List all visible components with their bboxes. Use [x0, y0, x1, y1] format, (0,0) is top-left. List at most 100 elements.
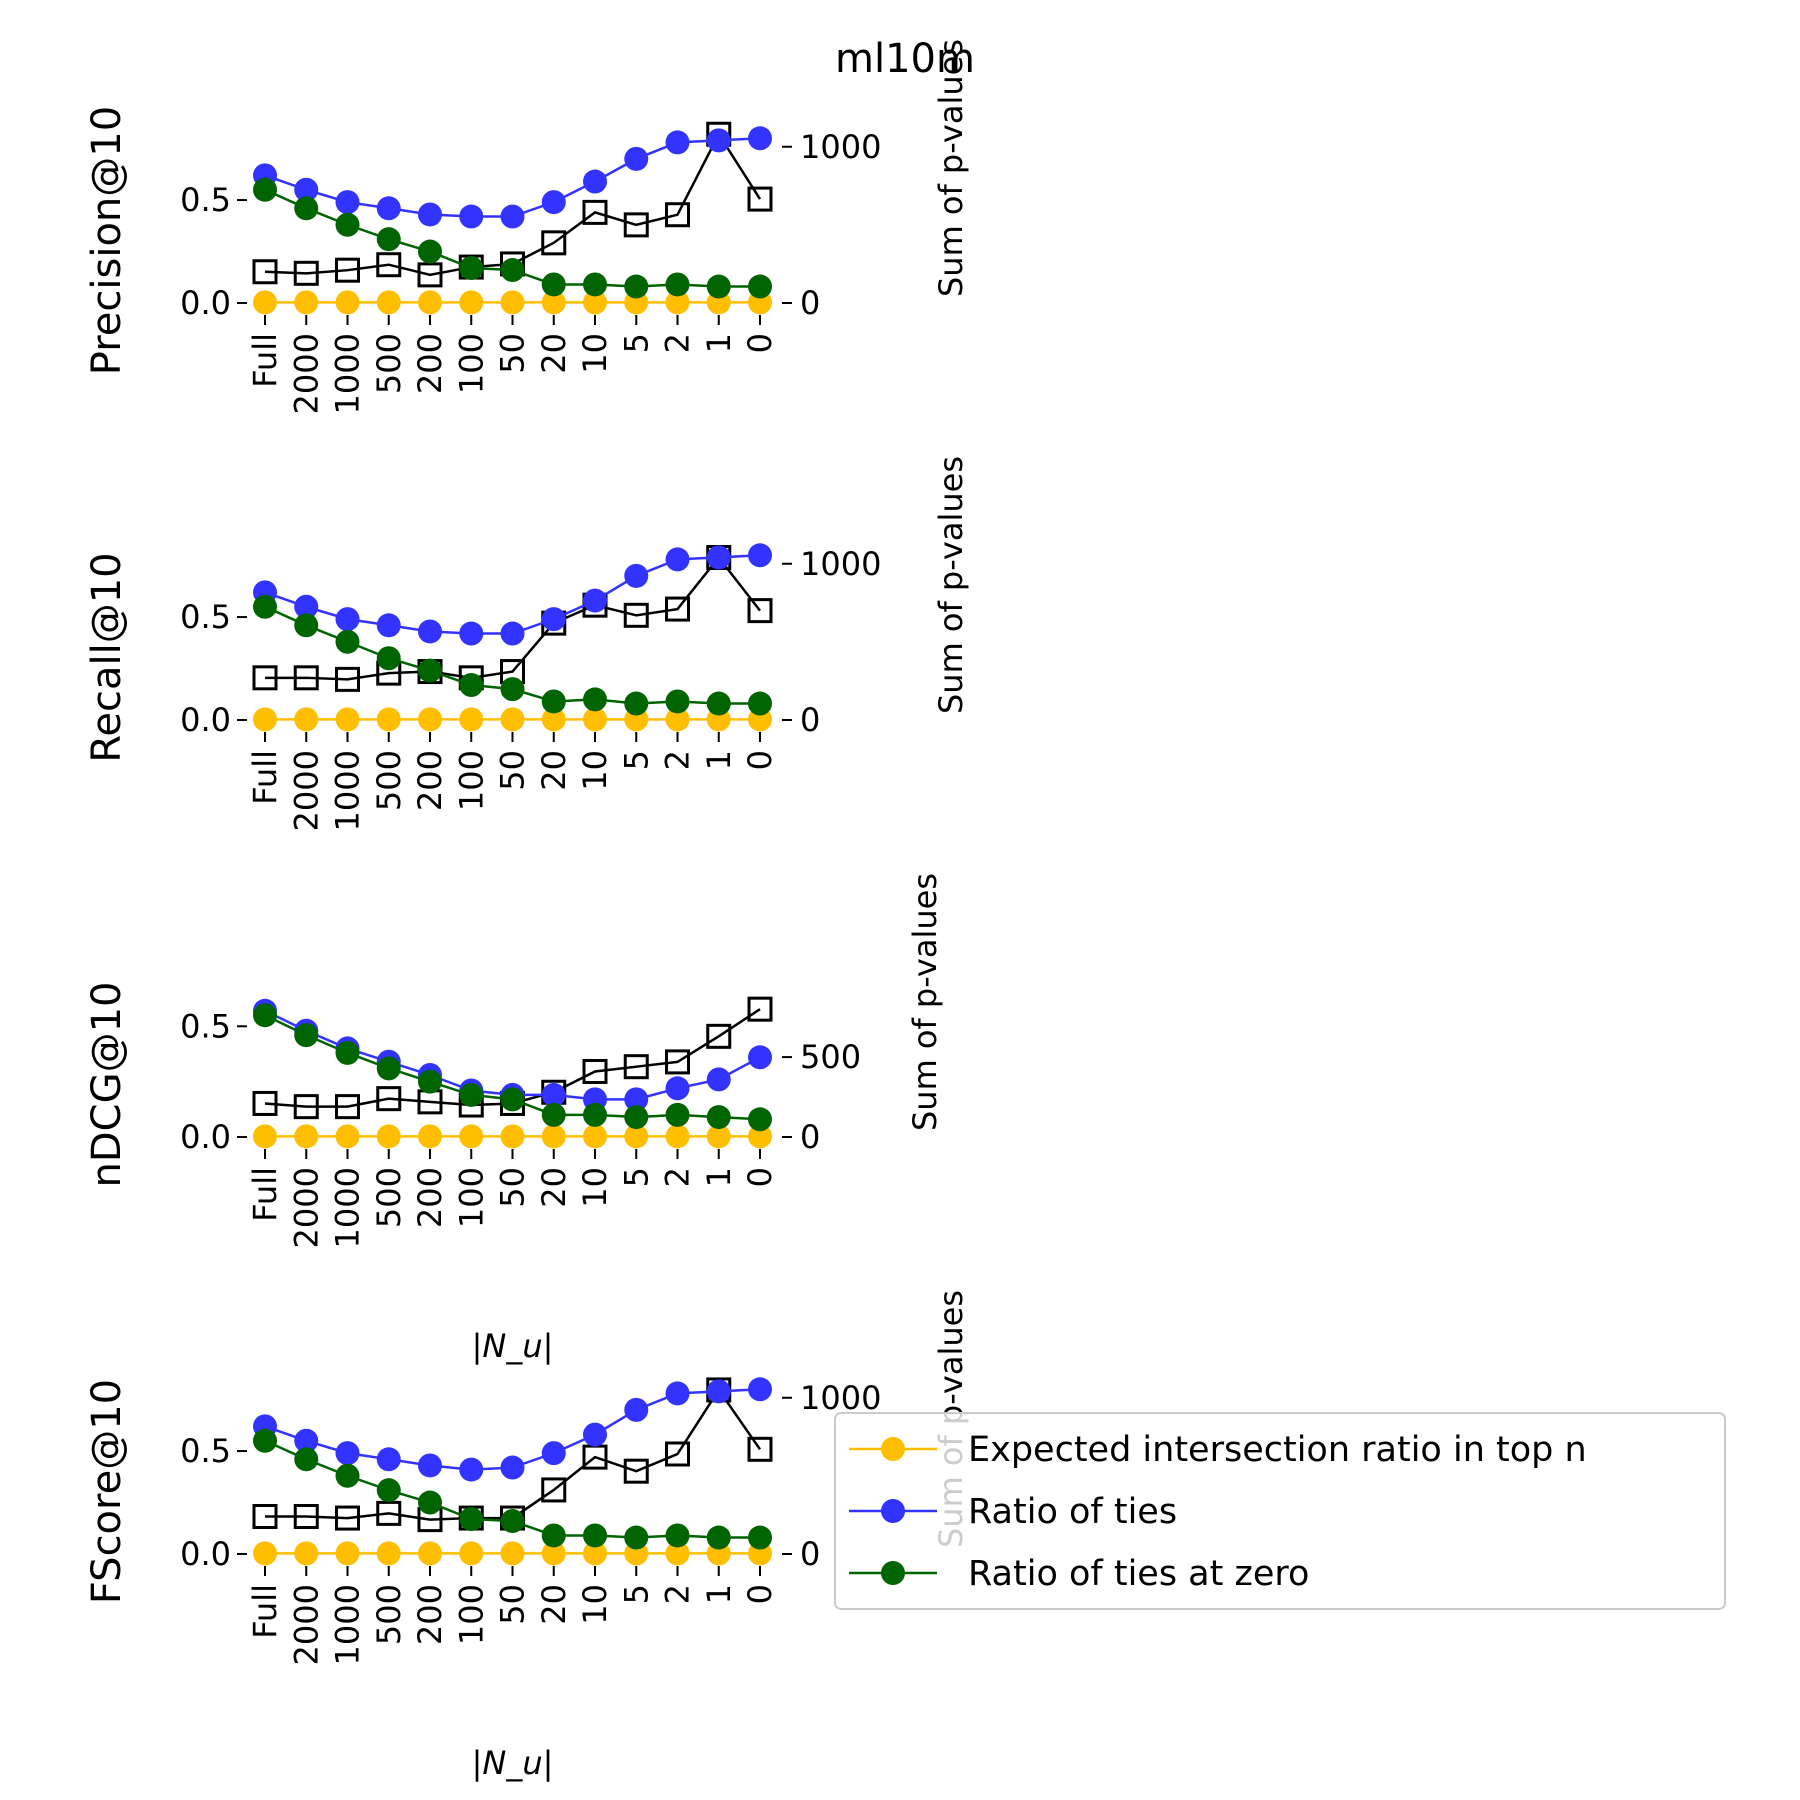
series-point-ratio-of-ties [294, 594, 319, 619]
left-y-axis-label: Precision@10 [84, 106, 130, 375]
pvalue-square-marker [582, 199, 608, 225]
pvalue-square-marker [747, 186, 773, 212]
series-point-ratio-of-ties-at-zero [665, 272, 690, 297]
pvalue-square-marker [335, 257, 360, 283]
series-point-expected-intersection-ratio-in-top-n [294, 1124, 319, 1149]
x-tick-label: 10 [576, 750, 614, 791]
series-point-expected-intersection-ratio-in-top-n [376, 1541, 401, 1566]
series-point-expected-intersection-ratio-in-top-n [418, 707, 442, 732]
left-y-tick-label: 0.0 [180, 284, 231, 322]
series-point-expected-intersection-ratio-in-top-n [253, 290, 277, 315]
legend-label: Expected intersection ratio in top n [968, 1430, 1587, 1470]
x-tick-label: 0 [741, 1167, 779, 1187]
series-point-expected-intersection-ratio-in-top-n [665, 290, 690, 315]
series-point-expected-intersection-ratio-in-top-n [706, 1124, 731, 1149]
series-point-expected-intersection-ratio-in-top-n [294, 707, 319, 732]
pvalue-square-marker [623, 212, 649, 238]
left-y-axis-label: nDCG@10 [84, 982, 130, 1188]
series-point-expected-intersection-ratio-in-top-n [418, 1541, 442, 1566]
series-point-ratio-of-ties [748, 1045, 772, 1070]
x-tick-label: 2 [659, 1167, 697, 1187]
series-point-expected-intersection-ratio-in-top-n [459, 1124, 484, 1149]
series-point-ratio-of-ties-at-zero [376, 646, 401, 671]
right-y-tick-label: 1000 [800, 128, 881, 166]
series-point-ratio-of-ties-at-zero [253, 1003, 277, 1028]
right-y-tick-label: 1000 [800, 1379, 881, 1417]
series-point-expected-intersection-ratio-in-top-n [335, 290, 360, 315]
series-point-ratio-of-ties-at-zero [748, 1107, 772, 1132]
right-y-tick-label: 0 [800, 1535, 820, 1573]
x-tick-label: 5 [617, 333, 655, 353]
pvalue-square-marker [293, 1094, 319, 1120]
x-tick-label: 500 [370, 750, 408, 811]
pvalue-square-marker [335, 1094, 360, 1120]
series-point-ratio-of-ties-at-zero [253, 594, 277, 619]
series-point-ratio-of-ties-at-zero [541, 1102, 566, 1127]
series-point-ratio-of-ties-at-zero [500, 1509, 525, 1534]
x-tick-label: 5 [617, 1584, 655, 1604]
series-point-expected-intersection-ratio-in-top-n [335, 1541, 360, 1566]
pvalue-square-marker [252, 1504, 278, 1529]
series-point-expected-intersection-ratio-in-top-n [294, 1541, 319, 1566]
x-tick-label: 500 [370, 1584, 408, 1645]
pvalue-square-marker [335, 666, 360, 692]
pvalue-square-marker [747, 996, 773, 1022]
series-point-ratio-of-ties-at-zero [459, 1507, 484, 1531]
series-point-ratio-of-ties-at-zero [418, 658, 442, 683]
series-point-ratio-of-ties-at-zero [665, 1523, 690, 1548]
series-point-expected-intersection-ratio-in-top-n [253, 1541, 277, 1566]
series-point-ratio-of-ties [500, 1455, 525, 1480]
series-point-expected-intersection-ratio-in-top-n [500, 707, 525, 732]
series-point-ratio-of-ties-at-zero [418, 239, 442, 264]
chart-title: ml10m [835, 36, 975, 82]
series-point-ratio-of-ties-at-zero [706, 274, 731, 299]
series-point-ratio-of-ties-at-zero [459, 256, 484, 280]
series-point-expected-intersection-ratio-in-top-n [376, 1124, 401, 1149]
right-y-axis-label: Sum of p-values [906, 873, 944, 1131]
x-tick-label: 2000 [287, 750, 325, 831]
x-tick-label: 1 [700, 750, 738, 770]
x-tick-label: 2000 [287, 1584, 325, 1665]
series-point-ratio-of-ties-at-zero [624, 1525, 649, 1550]
series-point-ratio-of-ties [706, 1379, 731, 1404]
series-point-expected-intersection-ratio-in-top-n [459, 707, 484, 732]
pvalue-square-marker [376, 1500, 402, 1526]
series-point-expected-intersection-ratio-in-top-n [541, 707, 566, 732]
right-y-tick-label: 500 [800, 1038, 861, 1076]
pvalue-square-marker [541, 230, 567, 256]
right-y-tick-label: 0 [800, 284, 820, 322]
x-tick-label: 200 [411, 333, 449, 394]
series-point-expected-intersection-ratio-in-top-n [253, 1124, 277, 1149]
x-tick-label: Full [246, 1167, 284, 1222]
series-point-ratio-of-ties-at-zero [706, 1525, 731, 1550]
series-point-ratio-of-ties-at-zero [624, 274, 649, 299]
series-point-ratio-of-ties [583, 588, 607, 613]
x-tick-label: 200 [411, 1584, 449, 1645]
series-point-ratio-of-ties-at-zero [253, 1428, 277, 1453]
series-point-ratio-of-ties-at-zero [500, 258, 525, 283]
pvalue-square-marker [747, 1436, 773, 1462]
legend-marker [881, 1437, 905, 1461]
x-tick-label: 50 [494, 750, 532, 791]
legend-box [834, 1412, 1726, 1610]
series-point-ratio-of-ties [665, 547, 690, 572]
x-tick-label: 5 [617, 1167, 655, 1187]
x-tick-label: 1000 [329, 333, 367, 414]
x-tick-label: 20 [535, 1584, 573, 1625]
series-point-ratio-of-ties [541, 1082, 566, 1107]
pvalue-square-marker [252, 259, 278, 285]
x-tick-label: 200 [411, 750, 449, 811]
series-point-expected-intersection-ratio-in-top-n [583, 1541, 607, 1566]
x-tick-label: 100 [452, 750, 490, 811]
right-y-tick-label: 0 [800, 701, 820, 739]
series-point-ratio-of-ties [459, 621, 484, 646]
series-point-ratio-of-ties [583, 1422, 607, 1447]
series-point-ratio-of-ties-at-zero [418, 1490, 442, 1515]
series-point-ratio-of-ties-at-zero [459, 673, 484, 697]
pvalue-square-marker [376, 252, 402, 278]
series-point-ratio-of-ties-at-zero [376, 227, 401, 252]
left-y-axis-label: Recall@10 [84, 552, 130, 762]
